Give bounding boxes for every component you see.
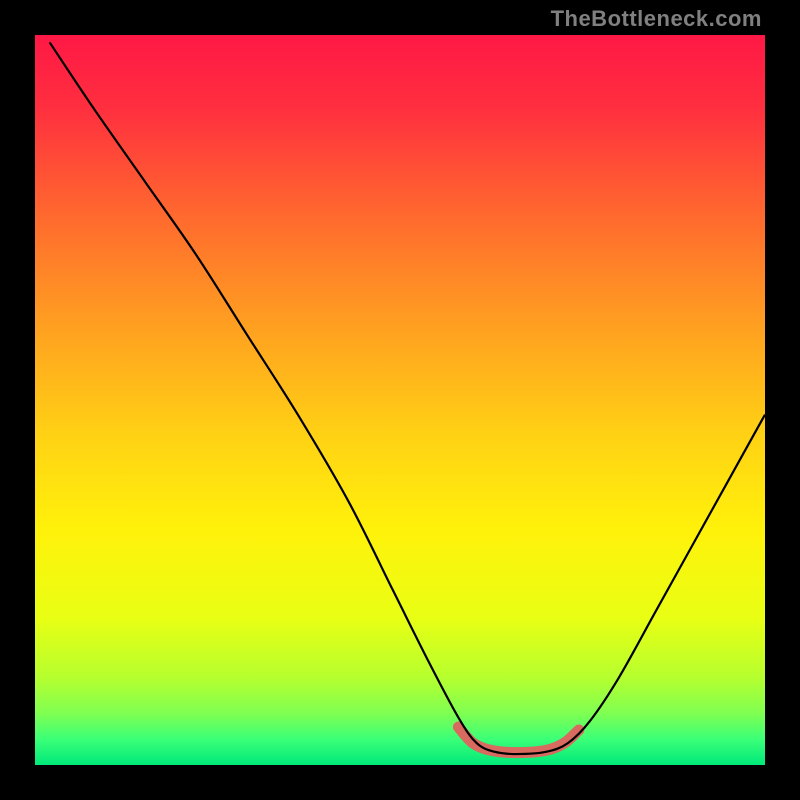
gradient-plot bbox=[35, 35, 765, 765]
chart-frame: TheBottleneck.com bbox=[0, 0, 800, 800]
gradient-background bbox=[35, 35, 765, 765]
watermark-text: TheBottleneck.com bbox=[551, 6, 762, 32]
